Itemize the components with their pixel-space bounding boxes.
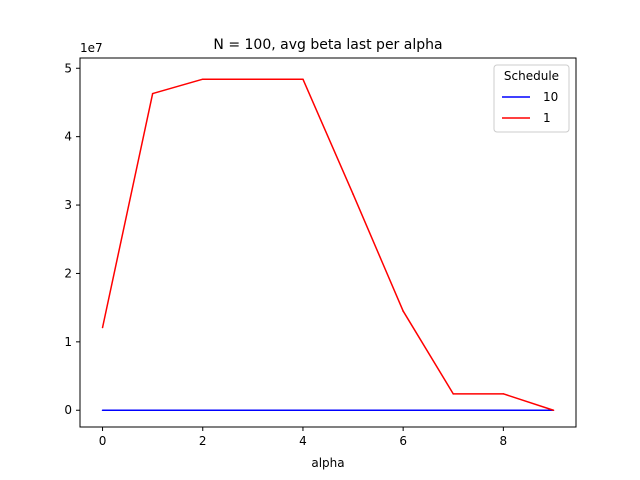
y-tick-label: 4 (64, 130, 72, 144)
series-10-point (252, 409, 254, 411)
axes-frame (79, 57, 577, 428)
series-1-point (502, 393, 505, 395)
series-10-point (502, 409, 505, 411)
y-tick-label: 0 (64, 403, 72, 417)
series-1-point (101, 326, 104, 329)
legend-title: Schedule (504, 69, 559, 83)
series-1-point (151, 92, 154, 95)
chart-title: N = 100, avg beta last per alpha (213, 37, 442, 53)
series-1-point (252, 78, 254, 80)
legend-box (493, 64, 570, 133)
y-tick-label: 2 (64, 266, 72, 280)
y-tick-label: 1 (64, 335, 72, 349)
x-axis: 0 2 4 6 8 (99, 427, 507, 448)
series-1-point (302, 78, 304, 80)
plot-area (101, 78, 555, 411)
x-tick-label: 8 (500, 434, 508, 448)
x-tick-label: 2 (199, 434, 207, 448)
series-10-point (151, 409, 154, 411)
y-tick-label: 3 (64, 198, 72, 212)
legend-label: 10 (543, 90, 558, 104)
series-10-point (101, 409, 104, 411)
series-10-point (402, 409, 404, 411)
series-1-point (552, 409, 555, 411)
y-offset-label: 1e7 (80, 41, 103, 55)
x-tick-label: 0 (99, 434, 107, 448)
series-1-point (352, 193, 354, 195)
legend: Schedule 10 1 (493, 64, 570, 133)
series-1-point (201, 78, 204, 80)
y-axis: 0 1 2 3 4 5 (64, 61, 80, 417)
series-10-point (352, 409, 354, 411)
x-axis-label: alpha (311, 456, 344, 470)
series-10-point (302, 409, 304, 411)
series-10-point (452, 409, 455, 411)
y-tick-label: 5 (64, 61, 72, 75)
series-line-1 (101, 78, 554, 411)
series-1-point (402, 310, 404, 312)
x-tick-label: 4 (299, 434, 307, 448)
x-tick-label: 6 (399, 434, 407, 448)
legend-label: 1 (543, 111, 551, 125)
series-1-point (452, 393, 455, 395)
series-10-point (201, 409, 204, 411)
